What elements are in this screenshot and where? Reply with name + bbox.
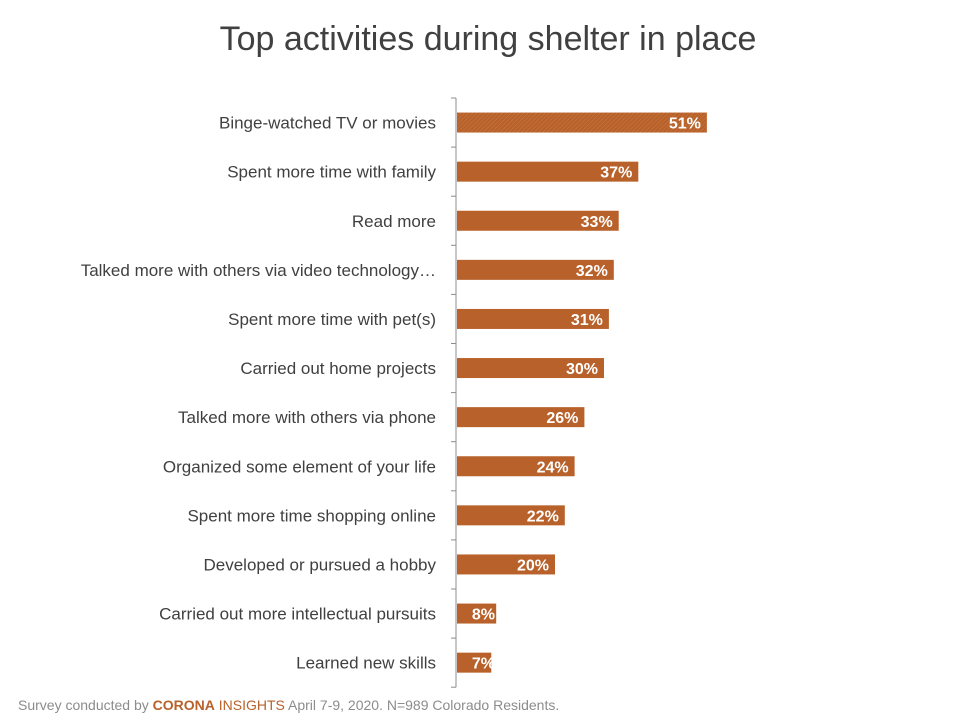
brand-insights: INSIGHTS — [214, 697, 285, 713]
bar — [457, 161, 639, 182]
bar — [457, 456, 575, 477]
bar-value-label: 20% — [517, 557, 549, 574]
bar — [457, 554, 555, 575]
category-label: Organized some element of your life — [163, 457, 436, 476]
bar-value-label: 37% — [600, 165, 632, 182]
bar-value-label: 51% — [669, 116, 701, 133]
category-label: Carried out more intellectual pursuits — [159, 605, 436, 624]
bar — [457, 112, 707, 133]
footer-note: Survey conducted by CORONA INSIGHTS Apri… — [18, 697, 559, 713]
category-label: Developed or pursued a hobby — [204, 555, 437, 574]
bar-value-label: 8% — [472, 607, 495, 624]
bar-value-label: 31% — [571, 312, 603, 329]
bar — [457, 505, 565, 526]
bar-value-label: 24% — [537, 459, 569, 476]
brand-corona: CORONA — [152, 697, 215, 713]
bar — [457, 603, 497, 624]
bar-value-label: 32% — [576, 263, 608, 280]
bar — [457, 652, 492, 673]
bar — [457, 210, 619, 231]
category-label: Read more — [352, 212, 436, 231]
bar-value-label: 22% — [527, 508, 559, 525]
bar — [457, 358, 604, 379]
bar-value-label: 26% — [546, 410, 578, 427]
category-label: Talked more with others via video techno… — [81, 261, 436, 280]
bar-value-label: 7% — [472, 656, 495, 673]
chart-title: Top activities during shelter in place — [219, 20, 757, 58]
category-label: Learned new skills — [296, 654, 436, 673]
bar-value-label: 33% — [581, 214, 613, 231]
category-label: Talked more with others via phone — [178, 408, 436, 427]
bar-value-label: 30% — [566, 361, 598, 378]
footer-suffix: April 7-9, 2020. N=989 Colorado Resident… — [284, 697, 560, 713]
bar — [457, 308, 609, 329]
bar — [457, 407, 585, 428]
category-label: Binge-watched TV or movies — [219, 114, 436, 133]
category-label: Carried out home projects — [240, 359, 436, 378]
category-label: Spent more time shopping online — [187, 506, 436, 525]
category-label: Spent more time with pet(s) — [228, 310, 436, 329]
footer-prefix: Survey conducted by — [18, 697, 153, 713]
bar — [457, 259, 614, 280]
category-label: Spent more time with family — [227, 163, 436, 182]
